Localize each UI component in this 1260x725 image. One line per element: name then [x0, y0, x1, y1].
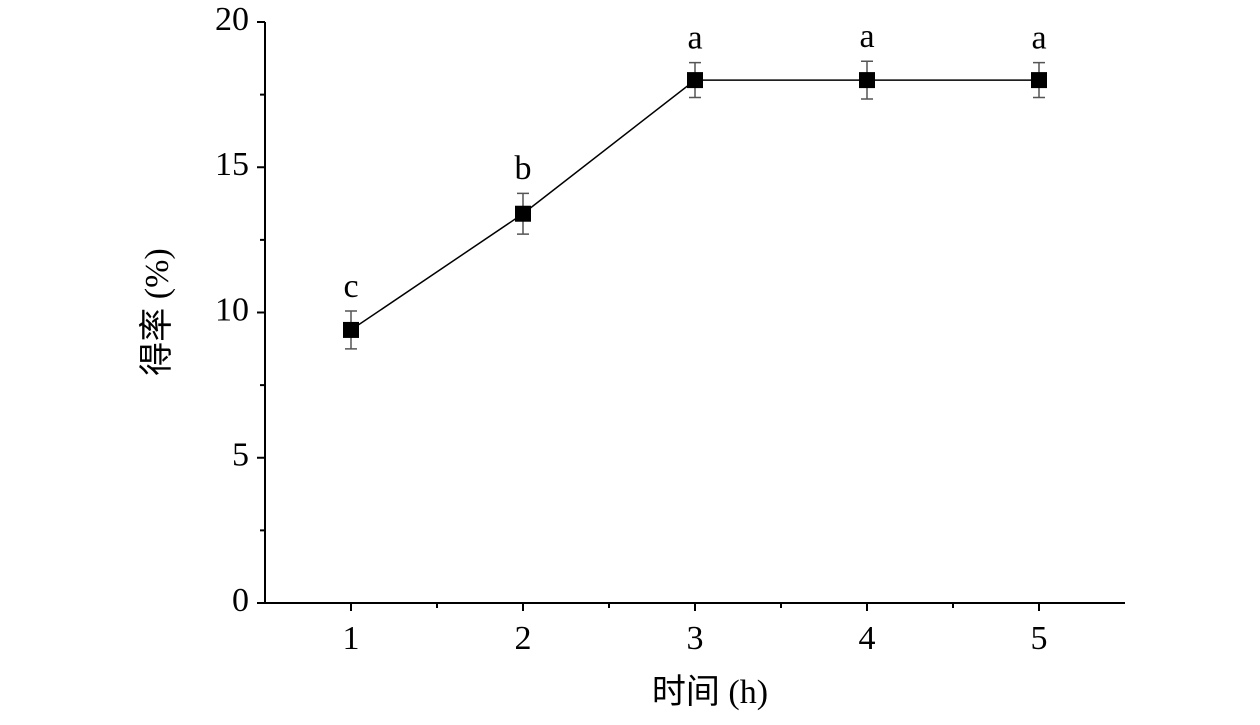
point-label: a	[687, 19, 702, 56]
marker	[1031, 72, 1047, 89]
x-tick-label: 3	[687, 620, 704, 657]
marker	[859, 72, 875, 89]
line	[350, 79, 1039, 331]
y-tick-label: 20	[215, 1, 249, 38]
point-label: a	[1031, 19, 1046, 56]
point-label: c	[343, 268, 358, 305]
y-tick-label: 10	[215, 291, 249, 328]
y-tick-label: 15	[215, 146, 249, 183]
point-label: a	[859, 18, 874, 55]
marker	[343, 321, 359, 338]
x-tick-label: 5	[1031, 620, 1048, 657]
y-tick-label: 0	[232, 582, 249, 619]
marker	[687, 72, 703, 89]
x-tick-label: 4	[859, 620, 876, 657]
x-tick-label: 1	[343, 620, 360, 657]
y-tick-label: 5	[232, 437, 249, 474]
x-axis-title: 时间 (h)	[652, 674, 768, 711]
point-label: b	[515, 150, 532, 187]
y-axis-title: 得率 (%)	[138, 248, 176, 375]
marker	[515, 205, 531, 222]
x-tick-label: 2	[515, 620, 532, 657]
